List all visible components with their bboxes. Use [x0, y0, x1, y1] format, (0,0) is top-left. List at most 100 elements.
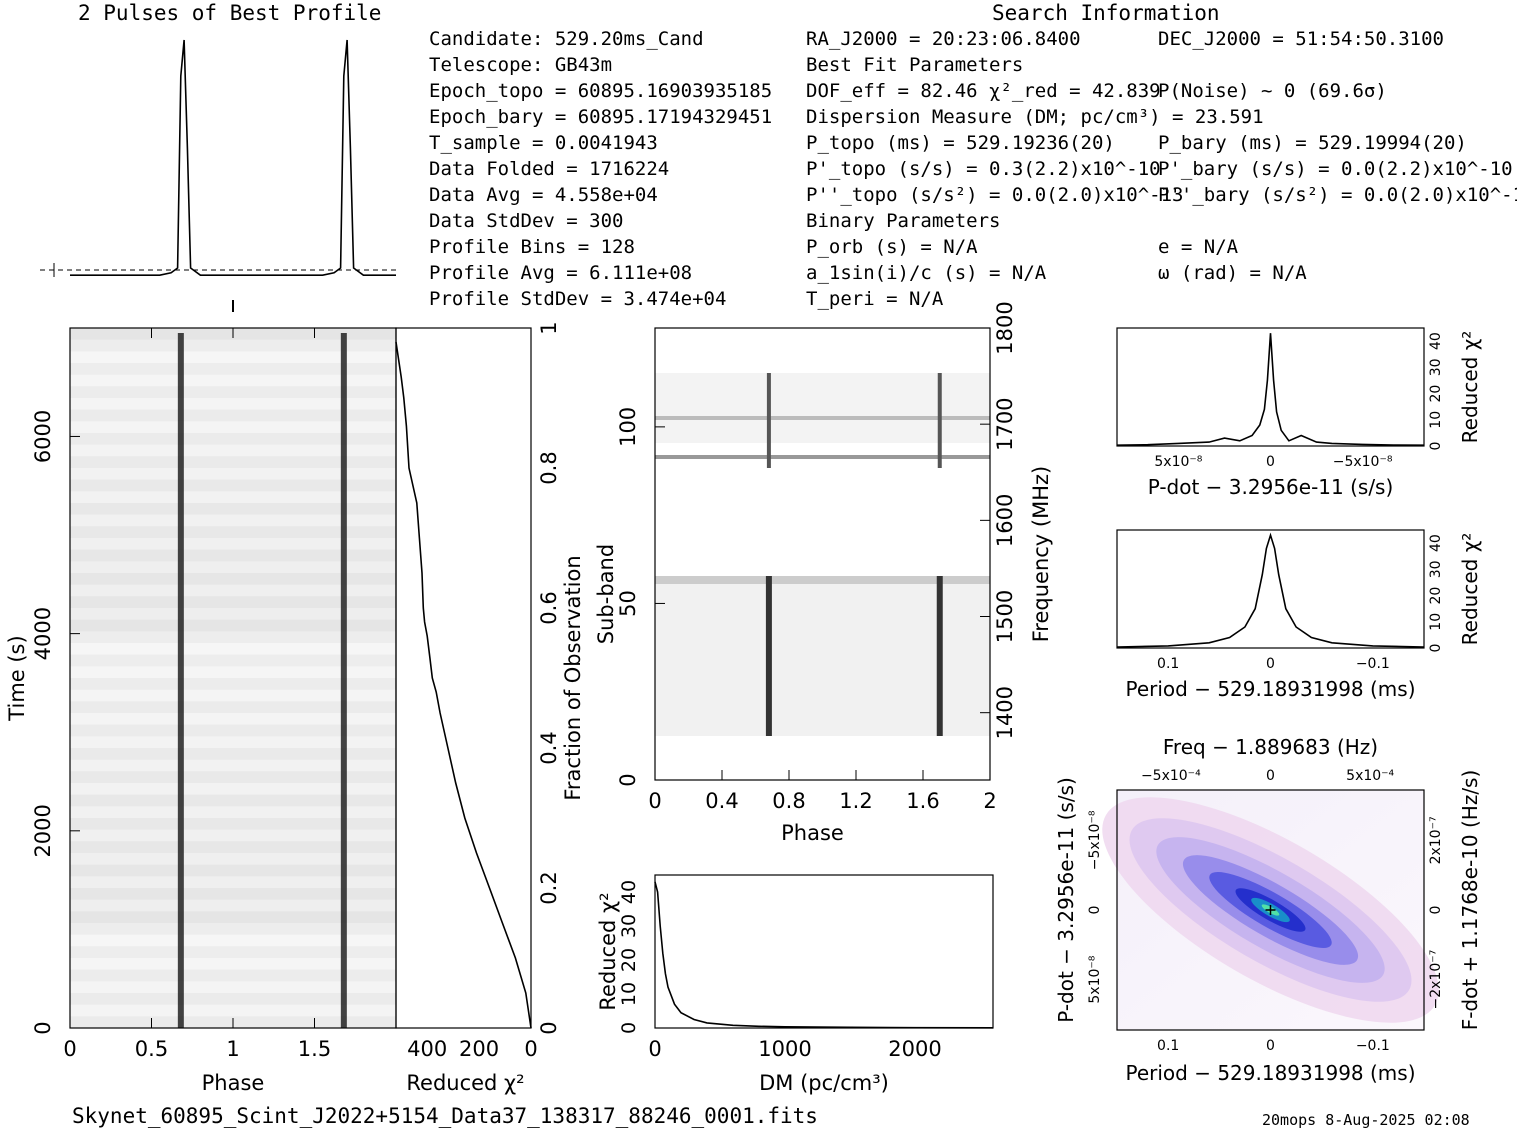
time-phase-pulse: [340, 333, 347, 1028]
info-left-line: Telescope: GB43m: [429, 54, 613, 76]
pdot-chi2-xtick-label: 0: [1266, 454, 1275, 470]
time-phase-row: [70, 829, 396, 842]
time-phase-row: [70, 339, 396, 352]
subband-xlabel: Phase: [781, 821, 844, 845]
pdot-chi2-xtick-label: 5x10⁻⁸: [1154, 454, 1202, 470]
info-right-line: DEC_J2000 = 51:54:50.3100: [1158, 28, 1444, 50]
period-pdot-frame: [1116, 789, 1425, 1031]
period-pdot-ytick-label: −5x10⁻⁸: [1087, 810, 1103, 870]
dm-chi2-xtick-label: 2000: [888, 1037, 941, 1061]
dm-chi2-xtick-label: 1000: [758, 1037, 811, 1061]
info-right-line: P_bary (ms) = 529.19994(20): [1158, 132, 1467, 154]
subband-line: [655, 416, 990, 420]
subband-y2tick-label: 1800: [993, 301, 1017, 354]
time-chi2-xtick-label: 400: [407, 1037, 447, 1061]
time-phase-row: [70, 993, 396, 1005]
time-phase-row: [70, 923, 396, 935]
period-pdot-title: Freq − 1.889683 (Hz): [1163, 735, 1378, 759]
pdot-chi2-xtick-label: −5x10⁻⁸: [1333, 454, 1393, 470]
time-phase-ytick-label: 4000: [31, 607, 55, 660]
time-phase-row: [70, 666, 396, 678]
subband-y2label: Frequency (MHz): [1029, 466, 1053, 642]
pdot-chi2-xlabel: P-dot − 3.2956e-11 (s/s): [1148, 475, 1394, 499]
dm-chi2-ytick-label: 0: [618, 1022, 640, 1034]
subband-y2tick-label: 1700: [993, 397, 1017, 450]
time-phase-row: [70, 969, 396, 982]
pdot-chi2-ytick-label: 0: [1428, 442, 1444, 451]
profile-line: [70, 39, 396, 277]
subband-xtick-label: 0: [648, 789, 661, 813]
dm-chi2-xtick-label: 0: [648, 1037, 661, 1061]
subband-pulse: [766, 373, 771, 468]
time-phase-row: [70, 479, 396, 492]
subband-block-lower: [655, 576, 990, 736]
period-pdot-x2tick-label: 5x10⁻⁴: [1346, 768, 1394, 784]
info-left-line: Profile Bins = 128: [429, 236, 635, 258]
profile-title: 2 Pulses of Best Profile: [78, 1, 382, 25]
time-phase-xtick-label: 1: [226, 1037, 239, 1061]
timestamp: 20mops 8-Aug-2025 02:08: [1262, 1111, 1470, 1129]
time-phase-row: [70, 421, 396, 433]
period-chi2-line: [1116, 532, 1425, 648]
pdot-chi2-line: [1116, 333, 1425, 446]
info-left-line: Profile StdDev = 3.474e+04: [429, 288, 727, 310]
info-left-line: T_sample = 0.0041943: [429, 132, 658, 154]
period-pdot-y2tick-label: −2x10⁻⁷: [1428, 950, 1444, 1010]
period-pdot-x2tick-label: −5x10⁻⁴: [1141, 768, 1201, 784]
time-phase-row: [70, 363, 396, 375]
period-chi2-frame: [1116, 529, 1425, 649]
time-chi2-xtick-label: 200: [459, 1037, 499, 1061]
time-phase-row: [70, 853, 396, 865]
time-chi2-xtick-label: 0: [524, 1037, 537, 1061]
info-left-line: Candidate: 529.20ms_Cand: [429, 28, 704, 50]
dm-chi2-ytick-label: 30: [618, 914, 640, 938]
time-phase-row: [70, 351, 396, 363]
info-mid-line: P'_topo (s/s) = 0.3(2.2)x10^-10: [806, 158, 1161, 180]
time-phase-row: [70, 899, 396, 912]
filename: Skynet_60895_Scint_J2022+5154_Data37_138…: [72, 1104, 818, 1128]
time-phase-row: [70, 934, 396, 947]
subband-xtick-label: 1.6: [906, 789, 939, 813]
pdot-chi2-frame: [1116, 327, 1425, 447]
period-chi2-xtick-label: 0: [1266, 656, 1275, 672]
dm-chi2-line: [654, 881, 994, 1029]
info-right-line: ω (rad) = N/A: [1158, 262, 1307, 284]
time-phase-row: [70, 736, 396, 748]
obs-fraction-tick-label: 0.8: [537, 451, 561, 484]
subband-ytick-label: 100: [616, 407, 640, 447]
info-left-line: Profile Avg = 6.111e+08: [429, 262, 693, 284]
subband-block-upper: [655, 373, 990, 443]
period-pdot-xtick-label: 0: [1266, 1038, 1275, 1054]
time-phase-row: [70, 958, 396, 970]
info-mid-line: Best Fit Parameters: [806, 54, 1024, 76]
info-left-line: Epoch_topo = 60895.16903935185: [429, 80, 773, 102]
time-phase-row: [70, 911, 396, 923]
search-info-title: Search Information: [992, 1, 1220, 25]
subband-xtick-label: 0.4: [705, 789, 738, 813]
time-phase-ylabel: Time (s): [5, 635, 29, 721]
time-chi2-frame: [395, 327, 532, 1029]
subband-ylabel: Sub-band: [594, 544, 618, 644]
time-phase-pulse: [177, 333, 184, 1028]
pdot-chi2-ytick-label: 10: [1428, 411, 1444, 429]
time-phase-row: [70, 876, 396, 888]
time-phase-row: [70, 724, 396, 737]
subband-line: [655, 576, 990, 584]
time-phase-row: [70, 748, 396, 760]
info-mid-line: T_peri = N/A: [806, 288, 944, 310]
time-phase-row: [70, 888, 396, 900]
time-phase-row: [70, 771, 396, 783]
period-pdot-xtick-label: −0.1: [1356, 1038, 1390, 1054]
period-chi2-ytick-label: 30: [1428, 560, 1444, 578]
time-phase-row: [70, 398, 396, 410]
period-chi2-xtick-label: 0.1: [1157, 656, 1179, 672]
time-phase-row: [70, 538, 396, 550]
time-phase-row: [70, 468, 396, 480]
dm-chi2-ytick-label: 40: [618, 880, 640, 904]
subband-pulse: [937, 373, 942, 468]
time-phase-row: [70, 444, 396, 457]
time-phase-row: [70, 794, 396, 807]
obs-fraction-label: Fraction of Observation: [561, 555, 585, 800]
time-phase-row: [70, 374, 396, 387]
